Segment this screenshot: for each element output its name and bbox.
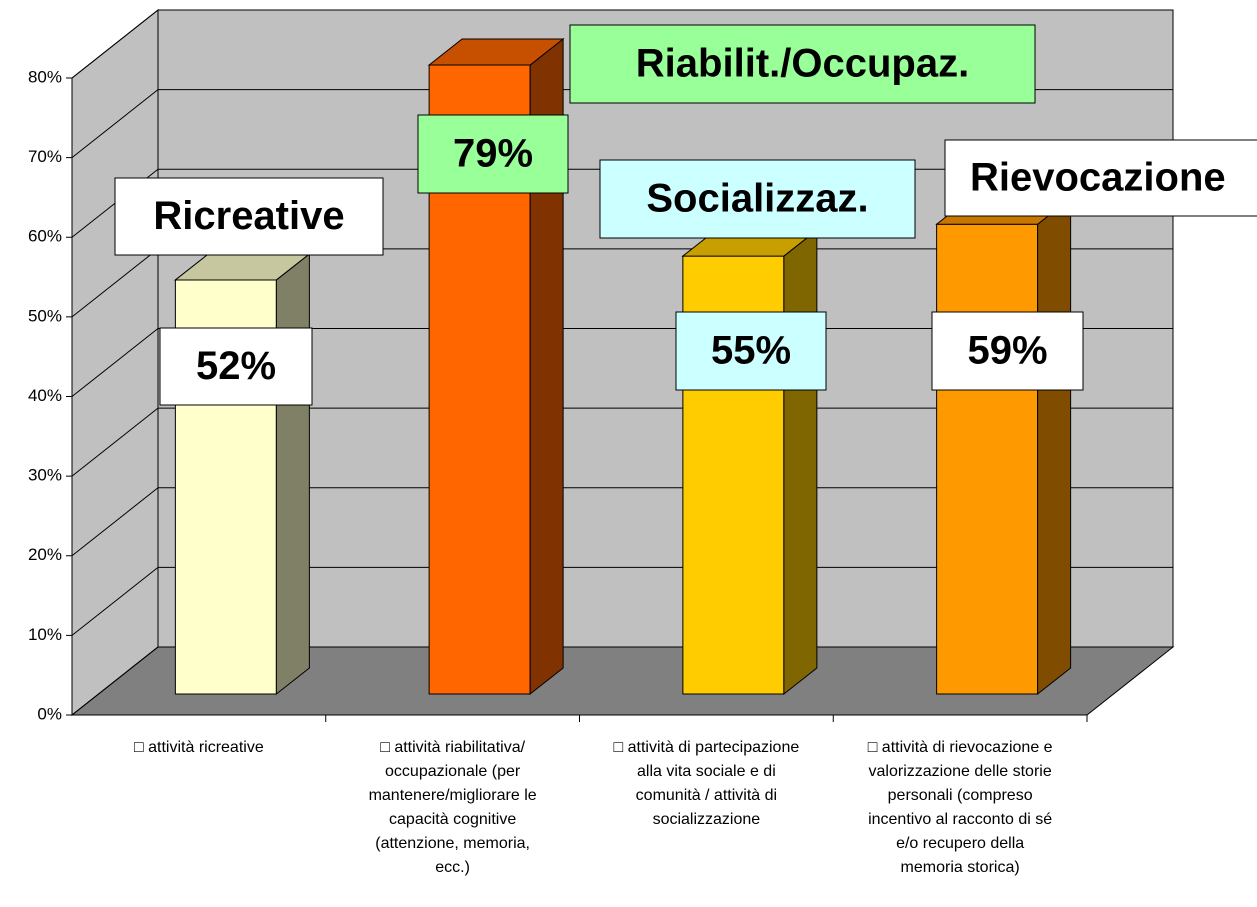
- annotation-box: [114, 177, 384, 256]
- annotation: Socializzaz.: [646, 177, 868, 221]
- x-tick-line: □ attività ricreative: [134, 739, 264, 756]
- x-tick-line: □ attività di rievocazione e: [868, 739, 1053, 756]
- grid-line: [71, 328, 159, 397]
- x-tick-line: □ attività di partecipazione: [613, 739, 799, 756]
- value-label: 79%: [453, 132, 533, 176]
- x-tick-line: ecc.): [435, 859, 470, 876]
- bar-side: [1037, 197, 1072, 696]
- y-tick-label: 20%: [28, 545, 62, 564]
- value-label: 55%: [711, 329, 791, 373]
- grid-line: [71, 566, 159, 636]
- x-tick-line: comunità / attività di: [636, 787, 777, 804]
- x-tick-label: □ attività di rievocazione e valorizzazio…: [868, 739, 1053, 876]
- x-tick-line: capacità cognitive: [389, 811, 516, 828]
- grid-line: [71, 407, 159, 477]
- annotation-box: [944, 139, 1257, 217]
- x-tick-line: memoria storica): [901, 859, 1020, 876]
- y-tick-label: 80%: [28, 67, 62, 86]
- grid-line: [71, 248, 159, 318]
- x-tick-line: (attenzione, memoria,: [375, 835, 530, 852]
- y-tick-label: 10%: [28, 625, 62, 644]
- y-tick-label: 50%: [28, 306, 62, 325]
- grid-line: [71, 9, 159, 79]
- bar-top: [427, 38, 565, 66]
- x-tick-line: e/o recupero della: [896, 835, 1024, 852]
- x-tick-label: □ attività di partecipazione alla vita so…: [613, 739, 799, 828]
- grid-line: [71, 487, 159, 557]
- x-tick-line: personali (compreso: [888, 787, 1033, 804]
- x-tick-line: occupazionale (per: [385, 763, 521, 780]
- x-tick-line: □ attività riabilitativa/: [380, 739, 525, 756]
- grid-line: [71, 89, 159, 159]
- y-tick-label: 40%: [28, 386, 62, 405]
- y-tick-label: 30%: [28, 466, 62, 485]
- bar: [936, 223, 1039, 695]
- value-label: 59%: [967, 329, 1047, 373]
- value-label: 52%: [196, 344, 276, 388]
- grid-line: [71, 646, 159, 716]
- annotation-box: [599, 159, 916, 239]
- x-tick-line: mantenere/migliorare le: [369, 787, 537, 804]
- x-tick-label: □ attività riabilitativa/occupazionale (…: [369, 739, 537, 876]
- value-label-box: [159, 327, 313, 406]
- x-tick-line: socializzazione: [653, 811, 761, 828]
- y-tick-label: 0%: [37, 704, 62, 723]
- annotation-box: [569, 24, 1036, 104]
- y-tick-label: 70%: [28, 147, 62, 166]
- value-label-box: [675, 311, 827, 391]
- x-tick-line: alla vita sociale e di: [637, 763, 776, 780]
- y-tick-label: 60%: [28, 227, 62, 246]
- annotation: Ricreative: [153, 194, 344, 238]
- value-label-box: [931, 311, 1084, 391]
- annotation: Riabilit./Occupaz.: [636, 42, 969, 86]
- value-label-box: [417, 114, 569, 194]
- annotation: Rievocazione: [970, 156, 1226, 200]
- x-tick-label: □ attività ricreative: [134, 739, 264, 756]
- bar-side: [783, 229, 818, 696]
- x-tick-line: incentivo al racconto di sé: [868, 811, 1052, 828]
- bar-side: [275, 252, 310, 696]
- x-tick-line: valorizzazione delle storie: [869, 763, 1052, 780]
